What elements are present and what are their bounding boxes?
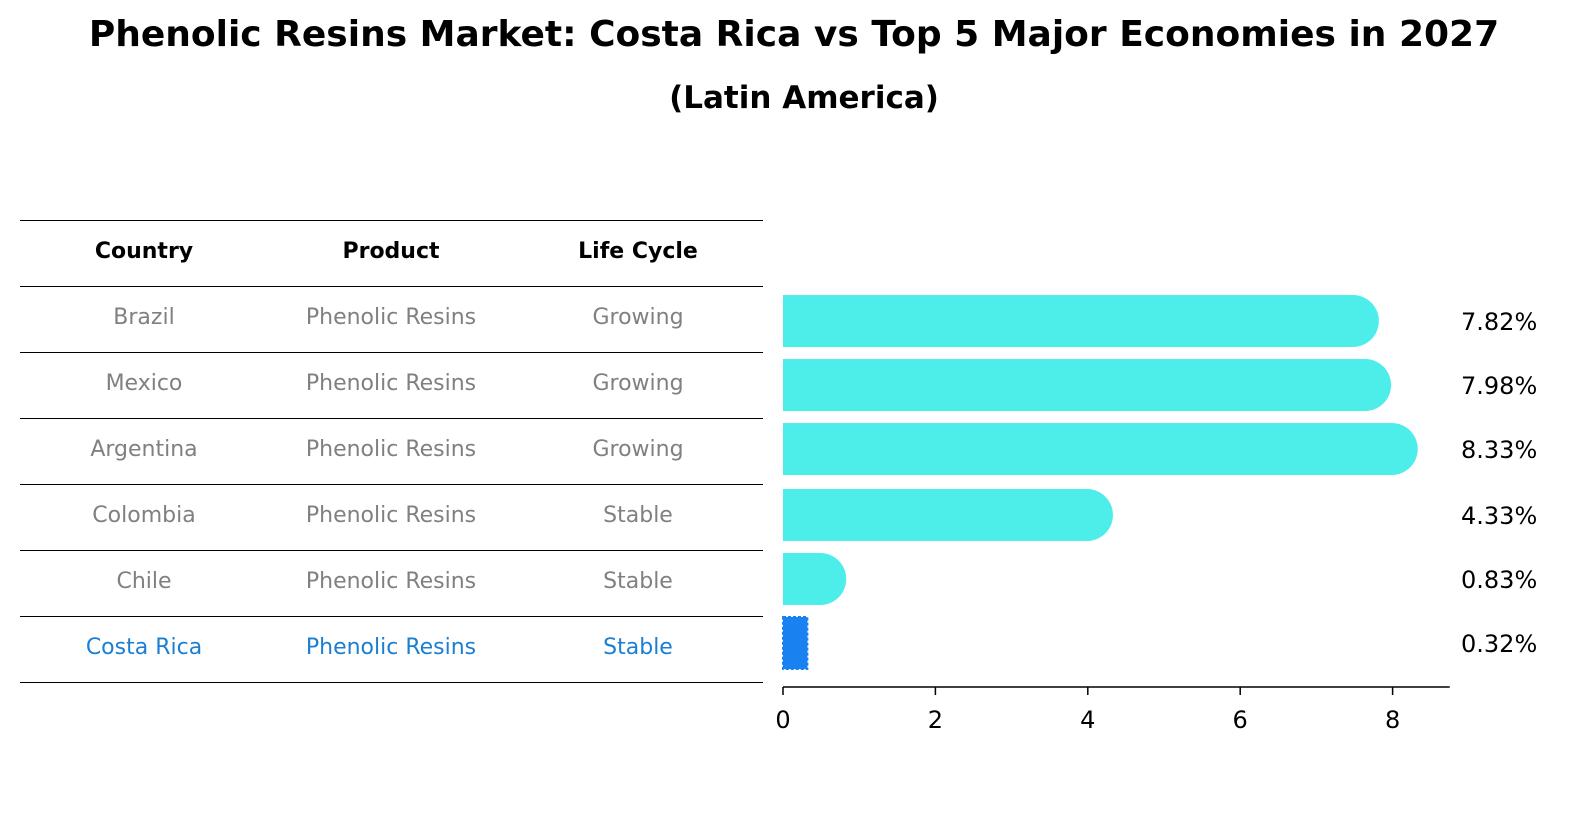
table-cell-life-cycle: Stable xyxy=(603,635,673,660)
table-rule-bottom xyxy=(20,682,763,683)
bar-chile xyxy=(783,553,847,605)
value-label: 7.98% xyxy=(1461,372,1537,400)
table-cell-country: Mexico xyxy=(105,371,183,396)
table-cell-country: Brazil xyxy=(113,305,175,330)
table-cell-life-cycle: Growing xyxy=(592,305,684,330)
table-rule-row xyxy=(20,550,763,551)
table-cell-product: Phenolic Resins xyxy=(305,305,477,330)
value-label-group: 7.82% 7.98% 8.33% 4.33% 0.83% 0.32% xyxy=(1461,308,1537,658)
bar-brazil xyxy=(783,295,1379,347)
table-rule-row xyxy=(20,484,763,485)
bar-group xyxy=(782,295,1418,670)
table-header-product: Product xyxy=(342,239,440,264)
value-label: 4.33% xyxy=(1461,502,1537,530)
value-label: 0.32% xyxy=(1461,630,1537,658)
table-header-life-cycle: Life Cycle xyxy=(578,239,698,264)
value-label: 7.82% xyxy=(1461,308,1537,336)
table-rule-header xyxy=(20,286,763,287)
value-label: 0.83% xyxy=(1461,566,1537,594)
table-header-country: Country xyxy=(94,239,194,264)
x-axis-ticks: 0 2 4 6 8 xyxy=(775,687,1400,734)
chart-subtitle: (Latin America) xyxy=(669,80,939,116)
x-tick-label: 0 xyxy=(775,706,790,734)
bar-costa-rica xyxy=(782,616,809,670)
table-cell-life-cycle: Growing xyxy=(592,437,684,462)
table-cell-life-cycle: Stable xyxy=(603,569,673,594)
x-tick-label: 6 xyxy=(1233,706,1248,734)
bar-argentina xyxy=(783,423,1418,475)
table-cell-product: Phenolic Resins xyxy=(305,503,477,528)
value-label: 8.33% xyxy=(1461,436,1537,464)
x-tick-label: 8 xyxy=(1385,706,1400,734)
table-cell-country: Argentina xyxy=(90,437,198,462)
table-cell-product: Phenolic Resins xyxy=(305,437,477,462)
table-rule-top xyxy=(20,220,763,221)
table-cell-life-cycle: Stable xyxy=(603,503,673,528)
table-rule-row xyxy=(20,418,763,419)
table-cell-life-cycle: Growing xyxy=(592,371,684,396)
chart-title: Phenolic Resins Market: Costa Rica vs To… xyxy=(88,14,1500,55)
table-cell-country: Chile xyxy=(116,569,172,594)
x-tick-label: 4 xyxy=(1080,706,1095,734)
table-cell-product: Phenolic Resins xyxy=(305,371,477,396)
bar-mexico xyxy=(783,359,1392,411)
table-cell-country: Costa Rica xyxy=(85,635,203,660)
table-cell-country: Colombia xyxy=(92,503,196,528)
table-cell-product: Phenolic Resins xyxy=(305,569,477,594)
x-tick-label: 2 xyxy=(928,706,943,734)
table-cell-product: Phenolic Resins xyxy=(305,635,477,660)
bar-colombia xyxy=(783,489,1113,541)
table-rule-row xyxy=(20,352,763,353)
table-rule-row xyxy=(20,616,763,617)
